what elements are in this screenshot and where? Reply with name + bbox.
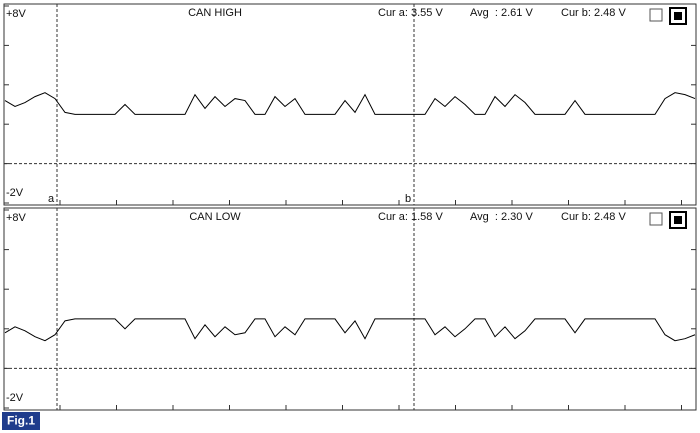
readout: Avg : 2.61 V: [470, 7, 533, 19]
checkbox: [649, 212, 663, 226]
checkbox-dot: [674, 216, 682, 224]
readout: Cur a: 3.55 V: [378, 7, 443, 19]
readout: Avg : 2.30 V: [470, 211, 533, 223]
panel-frame: [3, 3, 697, 206]
waveform: [4, 318, 696, 342]
figure-label-box: [2, 412, 40, 430]
y-tick-label: +8V: [6, 8, 27, 20]
y-tick-label: +8V: [6, 212, 27, 224]
y-tick-label: -2V: [6, 187, 24, 199]
readout: Cur a: 1.58 V: [378, 211, 443, 223]
readout: Cur b: 2.48 V: [561, 7, 626, 19]
y-tick-label: -2V: [6, 392, 24, 404]
panel-title: CAN LOW: [189, 211, 241, 223]
readout: Cur b: 2.48 V: [561, 211, 626, 223]
panel-title: CAN HIGH: [188, 7, 242, 19]
cursor-label: b: [405, 193, 411, 205]
waveform: [4, 92, 696, 115]
checkbox: [649, 8, 663, 22]
figure-label: Fig.1: [7, 414, 35, 428]
panel-frame: [3, 207, 697, 411]
cursor-label: a: [48, 193, 55, 205]
checkbox-dot: [674, 12, 682, 20]
